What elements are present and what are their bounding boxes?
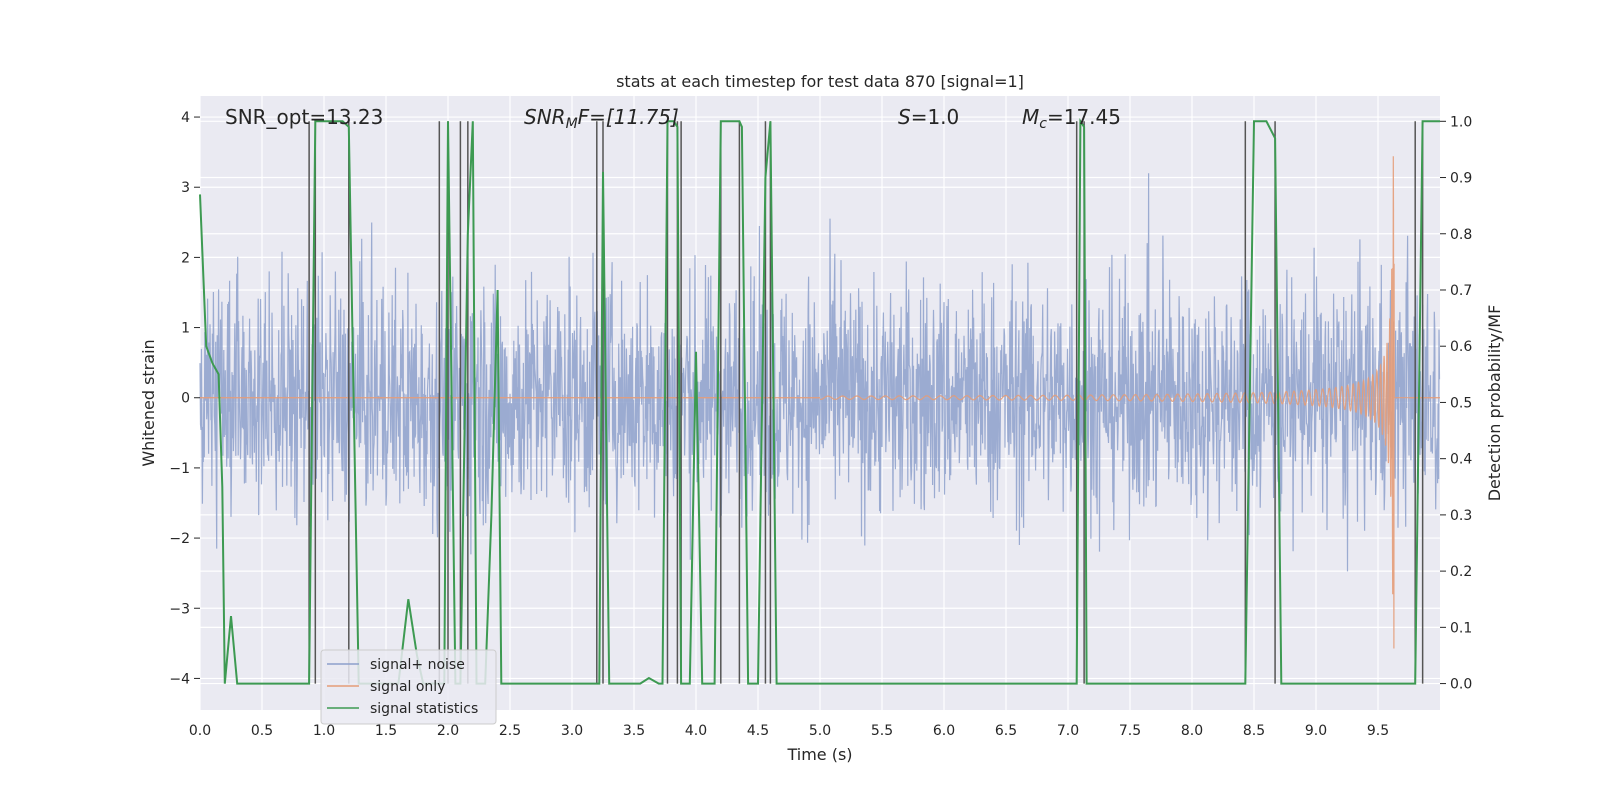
x-tick-label: 5.5 (871, 723, 893, 739)
x-tick-label: 2.0 (437, 723, 459, 739)
y-tick-label: 4 (181, 110, 190, 126)
x-tick-label: 2.5 (499, 723, 521, 739)
legend-label-signal: signal only (370, 679, 445, 695)
y-axis-label: Whitened strain (139, 339, 158, 466)
annotation-s-rest: =1.0 (911, 105, 960, 129)
y2-tick-label: 0.5 (1450, 395, 1472, 411)
x-tick-label: 6.5 (995, 723, 1017, 739)
x-axis-label: Time (s) (786, 745, 852, 764)
x-tick-label: 7.5 (1119, 723, 1141, 739)
y2-tick-label: 0.7 (1450, 283, 1472, 299)
x-tick-label: 1.0 (313, 723, 335, 739)
annotation-snr-mf-main: SNR (524, 105, 566, 129)
x-tick-label: 1.5 (375, 723, 397, 739)
y2-tick-label: 0.9 (1450, 171, 1472, 187)
annotation-s: S=1.0 (898, 105, 959, 129)
y-tick-label: −3 (169, 601, 190, 617)
annotation-mc-rest: =17.45 (1047, 105, 1121, 129)
x-tick-label: 5.0 (809, 723, 831, 739)
x-axis-ticks: 0.0 0.5 1.0 1.5 2.0 2.5 3.0 3.5 4.0 4.5 5.0 5.5 6.0 6… (189, 723, 1389, 739)
x-tick-label: 8.0 (1181, 723, 1203, 739)
y-axis-ticks: 4 3 2 1 0 −1 −2 −3 −4 (169, 110, 200, 687)
x-tick-label: 7.0 (1057, 723, 1079, 739)
x-tick-label: 3.0 (561, 723, 583, 739)
annotation-mc-sub: c (1039, 116, 1047, 132)
y2-tick-label: 0.2 (1450, 564, 1472, 580)
y2-tick-label: 0.4 (1450, 452, 1472, 468)
annotation-snr-mf-rest: F=[11.75] (578, 105, 679, 129)
annotation-snr-mf-sub: M (566, 116, 578, 132)
x-tick-label: 3.5 (623, 723, 645, 739)
annotation-s-main: S (898, 105, 911, 129)
y-tick-label: 1 (181, 321, 190, 337)
y2-axis-ticks: 1.0 0.9 0.8 0.7 0.6 0.5 0.4 0.3 0.2 0.1 0.0 (1440, 114, 1472, 693)
x-tick-label: 4.5 (747, 723, 769, 739)
y2-tick-label: 0.3 (1450, 508, 1472, 524)
signal-noise-series (199, 173, 1441, 572)
signal-statistics-series (199, 118, 1440, 685)
y-tick-label: 3 (181, 180, 190, 196)
annotation-snr-opt: SNR_opt=13.23 (225, 105, 383, 129)
x-tick-label: 6.0 (933, 723, 955, 739)
chart-title: stats at each timestep for test data 870… (616, 72, 1024, 91)
legend: signal+ noise signal only signal statist… (320, 649, 497, 725)
y-tick-label: 2 (181, 250, 190, 266)
legend-box (320, 649, 497, 725)
y2-tick-label: 0.0 (1450, 677, 1472, 693)
y-tick-label: −1 (169, 461, 190, 477)
x-tick-label: 0.5 (251, 723, 273, 739)
legend-label-noise: signal+ noise (370, 657, 465, 673)
x-tick-label: 4.0 (685, 723, 707, 739)
y2-tick-label: 0.1 (1450, 620, 1472, 636)
noise-line (199, 173, 1441, 572)
y-tick-label: 0 (181, 391, 190, 407)
y2-axis-label: Detection probability/MF (1485, 305, 1504, 502)
annotation-snr-mf: SNRMF=[11.75] (524, 105, 679, 132)
legend-label-stats: signal statistics (370, 701, 478, 717)
y-tick-label: −4 (169, 671, 190, 687)
annotation-mc: Mc=17.45 (1022, 105, 1121, 132)
x-tick-label: 0.0 (189, 723, 211, 739)
x-tick-label: 9.5 (1367, 723, 1389, 739)
signal-chirp-line (819, 156, 1409, 649)
x-tick-label: 9.0 (1305, 723, 1327, 739)
x-tick-label: 8.5 (1243, 723, 1265, 739)
annotation-mc-main: M (1022, 105, 1039, 129)
y2-tick-label: 0.8 (1450, 227, 1472, 243)
y2-tick-label: 0.6 (1450, 339, 1472, 355)
statistics-line (199, 118, 1440, 685)
y2-tick-label: 1.0 (1450, 114, 1472, 130)
y-tick-label: −2 (169, 531, 190, 547)
signal-only-series (200, 156, 1440, 649)
